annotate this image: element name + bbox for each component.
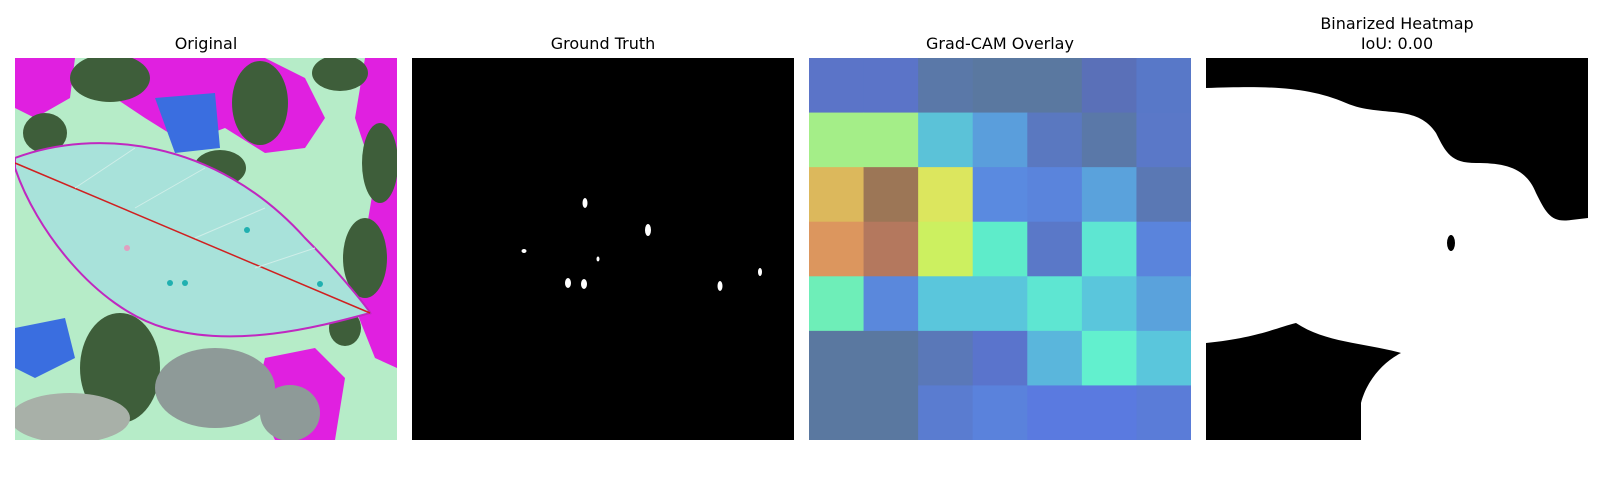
heatmap-cell bbox=[918, 385, 974, 440]
heatmap-cell bbox=[1081, 221, 1137, 277]
panel-title: Original bbox=[15, 14, 397, 54]
panel-title-text: Grad-CAM Overlay bbox=[926, 34, 1074, 53]
panel-title-text: Binarized Heatmap bbox=[1320, 14, 1474, 33]
panel-binarized-heatmap: Binarized Heatmap IoU: 0.00 bbox=[1206, 0, 1588, 500]
heatmap-cell bbox=[918, 112, 974, 168]
lesion-spot bbox=[565, 278, 571, 288]
heatmap-cell bbox=[972, 112, 1028, 168]
original-image bbox=[15, 58, 397, 440]
heatmap-cell bbox=[809, 112, 865, 168]
heatmap-cell bbox=[918, 167, 974, 223]
panel-title: Ground Truth bbox=[412, 14, 794, 54]
heatmap-cell bbox=[1081, 58, 1137, 114]
lesion-spot bbox=[596, 256, 600, 262]
heatmap-cell bbox=[863, 167, 919, 223]
heatmap-cell bbox=[1027, 112, 1083, 168]
panel-title: Grad-CAM Overlay bbox=[809, 14, 1191, 54]
panel-title: Binarized Heatmap IoU: 0.00 bbox=[1206, 14, 1588, 54]
heatmap-cell bbox=[809, 276, 865, 332]
iou-score: IoU: 0.00 bbox=[1360, 34, 1434, 53]
heatmap-cell bbox=[972, 221, 1028, 277]
heatmap-cell bbox=[1081, 330, 1137, 386]
heatmap-cell bbox=[863, 112, 919, 168]
heatmap-cell bbox=[809, 330, 865, 386]
ground-truth-mask bbox=[412, 58, 794, 440]
heatmap-cell bbox=[1136, 221, 1191, 277]
gradcam-heatmap-grid bbox=[809, 58, 1191, 440]
heatmap-cell bbox=[1027, 276, 1083, 332]
heatmap-cell bbox=[1081, 385, 1137, 440]
panel-title-text: Original bbox=[174, 34, 238, 53]
heatmap-cell bbox=[918, 276, 974, 332]
gradcam-overlay bbox=[809, 58, 1191, 440]
binarized-heatmap-graphic bbox=[1206, 58, 1588, 440]
heatmap-cell bbox=[809, 385, 865, 440]
heatmap-cell bbox=[863, 58, 919, 114]
binarized-heatmap bbox=[1206, 58, 1588, 440]
heatmap-cell bbox=[972, 385, 1028, 440]
heatmap-cell bbox=[1081, 112, 1137, 168]
heatmap-cell bbox=[1027, 221, 1083, 277]
heatmap-cell bbox=[918, 330, 974, 386]
ground-truth-mask-graphic bbox=[412, 58, 794, 440]
heatmap-cell bbox=[863, 385, 919, 440]
lesion-spot bbox=[581, 279, 587, 289]
heatmap-cell bbox=[809, 58, 865, 114]
heatmap-cell bbox=[1027, 58, 1083, 114]
heatmap-cell bbox=[863, 330, 919, 386]
heatmap-cell bbox=[1027, 330, 1083, 386]
heatmap-cell bbox=[1027, 167, 1083, 223]
lesion-spot bbox=[645, 224, 651, 236]
lesion-spot bbox=[717, 281, 723, 291]
panel-original: Original bbox=[15, 0, 397, 500]
heatmap-cell bbox=[918, 221, 974, 277]
heatmap-cell bbox=[1136, 167, 1191, 223]
heatmap-cell bbox=[1136, 330, 1191, 386]
heatmap-cell bbox=[863, 276, 919, 332]
heatmap-cell bbox=[1136, 385, 1191, 440]
heatmap-cell bbox=[809, 167, 865, 223]
heatmap-cell bbox=[809, 221, 865, 277]
heatmap-cell bbox=[1136, 276, 1191, 332]
lesion-spot bbox=[521, 249, 527, 253]
lesion-spot bbox=[582, 198, 588, 208]
lesion-spot bbox=[758, 268, 762, 276]
heatmap-cell bbox=[1136, 58, 1191, 114]
panel-gradcam-overlay: Grad-CAM Overlay bbox=[809, 0, 1191, 500]
heatmap-cell bbox=[972, 167, 1028, 223]
heatmap-cell bbox=[918, 58, 974, 114]
panel-title-text: Ground Truth bbox=[550, 34, 656, 53]
panel-ground-truth: Ground Truth bbox=[412, 0, 794, 500]
heatmap-cell bbox=[972, 330, 1028, 386]
heatmap-cell bbox=[1027, 385, 1083, 440]
heatmap-cell bbox=[972, 58, 1028, 114]
heatmap-cell bbox=[1136, 112, 1191, 168]
heatmap-cell bbox=[1081, 276, 1137, 332]
heatmap-cell bbox=[863, 221, 919, 277]
original-image-graphic bbox=[15, 58, 397, 440]
heatmap-cell bbox=[1081, 167, 1137, 223]
heatmap-cell bbox=[972, 276, 1028, 332]
